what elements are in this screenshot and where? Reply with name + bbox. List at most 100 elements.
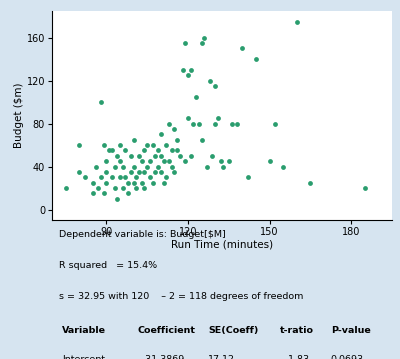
Text: Coefficient: Coefficient (137, 326, 195, 335)
Point (206, 78, 213, 84)
Point (158, 153, 164, 159)
Point (103, 169, 110, 175)
Point (185, 73, 191, 78)
Point (130, 137, 137, 143)
Y-axis label: Budget ($m): Budget ($m) (14, 83, 24, 148)
Point (117, 158, 123, 164)
Point (100, 191, 107, 196)
Point (158, 169, 164, 175)
Point (280, 164, 286, 169)
Text: R squared   = 15.4%: R squared = 15.4% (59, 261, 157, 270)
Point (188, 153, 194, 159)
Point (92, 164, 99, 169)
Point (212, 83, 218, 89)
Point (130, 180, 137, 186)
Point (133, 174, 140, 180)
Point (218, 158, 224, 164)
Point (122, 174, 129, 180)
Point (141, 185, 148, 191)
Point (188, 67, 194, 73)
Point (128, 153, 134, 159)
Point (130, 164, 137, 169)
Point (182, 158, 188, 164)
Point (182, 40, 188, 46)
Point (62, 185, 69, 191)
Point (152, 169, 158, 175)
Point (103, 158, 110, 164)
Point (152, 153, 158, 159)
Point (114, 153, 120, 159)
Point (98, 174, 104, 180)
Point (158, 131, 164, 137)
Point (174, 137, 180, 143)
Point (179, 67, 186, 73)
Point (150, 142, 156, 148)
Point (136, 169, 142, 175)
Text: 0.0693: 0.0693 (331, 355, 364, 359)
Point (141, 148, 148, 153)
Text: Dependent variable is: Budget[$M]: Dependent variable is: Budget[$M] (59, 230, 226, 239)
Point (150, 180, 156, 186)
Point (166, 121, 172, 126)
Point (272, 121, 278, 126)
Point (198, 137, 205, 143)
Point (239, 46, 246, 51)
Point (109, 148, 115, 153)
Point (209, 153, 216, 159)
Point (307, 180, 314, 186)
Point (111, 185, 118, 191)
Point (103, 180, 110, 186)
X-axis label: Run Time (minutes): Run Time (minutes) (171, 240, 273, 250)
Point (171, 169, 178, 175)
Point (128, 169, 134, 175)
Point (95, 185, 102, 191)
Point (117, 174, 123, 180)
Point (120, 185, 126, 191)
Point (111, 164, 118, 169)
Point (201, 35, 208, 41)
Point (125, 191, 131, 196)
Point (266, 158, 273, 164)
Point (226, 158, 232, 164)
Point (136, 153, 142, 159)
Point (98, 99, 104, 105)
Text: SE(Coeff): SE(Coeff) (208, 326, 259, 335)
Point (100, 142, 107, 148)
Point (117, 142, 123, 148)
Text: −1.83: −1.83 (280, 355, 309, 359)
Point (109, 174, 115, 180)
Text: Variable: Variable (62, 326, 106, 335)
Point (90, 180, 96, 186)
Text: P-value: P-value (331, 326, 370, 335)
Point (90, 191, 96, 196)
Point (141, 169, 148, 175)
Point (147, 158, 153, 164)
Point (190, 121, 197, 126)
Point (228, 121, 235, 126)
Point (245, 174, 251, 180)
Point (155, 148, 161, 153)
Point (234, 121, 240, 126)
Point (294, 19, 300, 24)
Text: Intercept: Intercept (62, 355, 105, 359)
Text: t-ratio: t-ratio (280, 326, 314, 335)
Point (106, 148, 112, 153)
Text: s = 32.95 with 120    – 2 = 118 degrees of freedom: s = 32.95 with 120 – 2 = 118 degrees of … (59, 292, 303, 301)
Text: −31.3869: −31.3869 (137, 355, 184, 359)
Point (163, 142, 170, 148)
Point (144, 142, 150, 148)
Point (82, 174, 88, 180)
Point (185, 115, 191, 121)
Point (120, 164, 126, 169)
Point (163, 174, 170, 180)
Point (76, 169, 82, 175)
Point (122, 148, 129, 153)
Point (193, 94, 199, 99)
Point (171, 126, 178, 132)
Point (147, 174, 153, 180)
Point (76, 142, 82, 148)
Point (138, 180, 145, 186)
Point (155, 164, 161, 169)
Point (362, 185, 368, 191)
Point (198, 40, 205, 46)
